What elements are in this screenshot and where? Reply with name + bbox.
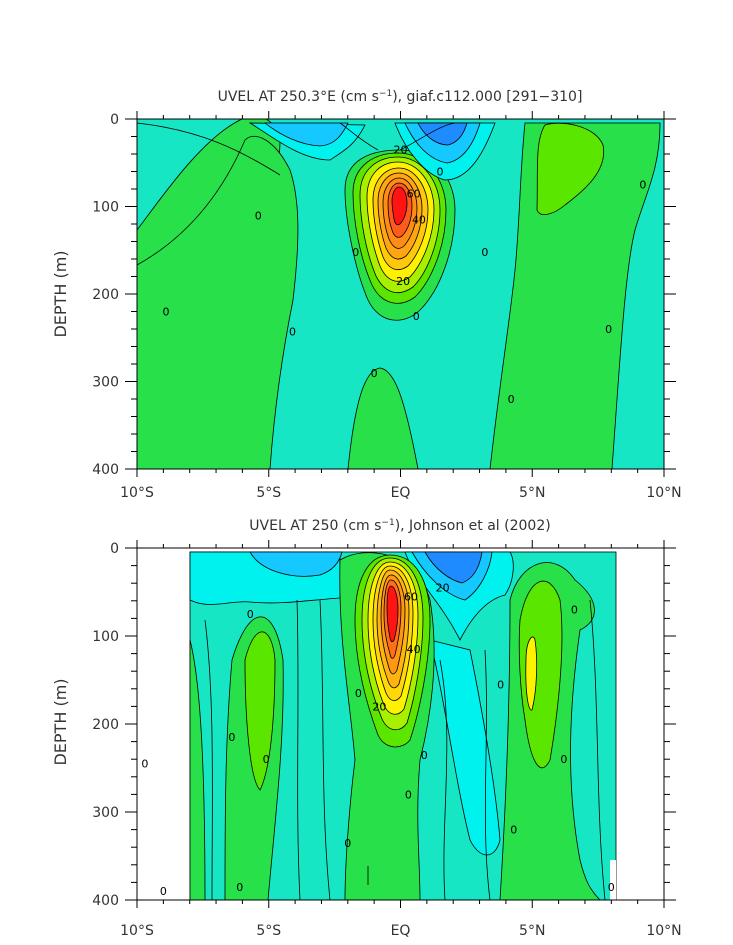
bottom-contour-line-4 [439, 659, 448, 900]
x-tick-label: 10°N [646, 923, 681, 939]
top-surface-west-sky [263, 122, 349, 147]
panel-bottom-ylabel: DEPTH (m) [51, 678, 70, 765]
contour-label: 20 [396, 275, 410, 288]
y-tick-label: 100 [92, 200, 119, 216]
contour-label: 0 [608, 881, 615, 894]
bottom-contour-line-2 [296, 599, 301, 900]
bottom-contour-line-1 [204, 619, 213, 900]
panel-bottom-contour-labels: 20 60 40 20 0 0 0 0 0 0 0 0 0 0 0 0 0 0 0 [141, 582, 614, 899]
bottom-surface-sky-west [249, 551, 343, 577]
contour-label: 0 [371, 367, 378, 380]
contour-label: 0 [352, 246, 359, 259]
contour-label: 0 [236, 881, 243, 894]
y-tick-label: 0 [110, 541, 119, 557]
bottom-jet-core [386, 585, 399, 643]
y-tick-label: 200 [92, 717, 119, 733]
contour-label: 0 [247, 608, 254, 621]
x-tick-label: 10°N [646, 485, 681, 501]
x-tick-label: 5°S [256, 923, 281, 939]
x-tick-label: 10°S [120, 923, 154, 939]
contour-label: 20 [394, 144, 408, 157]
contour-label: 0 [497, 678, 504, 691]
bottom-contour-line-5 [484, 649, 491, 900]
panel-top-contour-labels: 20 60 40 20 0 0 0 0 0 0 0 0 0 0 0 [162, 144, 646, 406]
contour-label: 20 [372, 700, 386, 713]
panel-top-title: UVEL AT 250.3°E (cm s−1), giaf.c112.000 … [218, 89, 583, 105]
contour-label: 0 [162, 306, 169, 319]
contour-label: 0 [141, 758, 148, 771]
top-jet-core [391, 186, 408, 226]
contour-label: 0 [289, 326, 296, 339]
top-region-west-green-lower [137, 135, 299, 469]
top-contour-line-3 [339, 122, 379, 151]
contour-label: 0 [413, 310, 420, 323]
bottom-west-green-1 [189, 639, 206, 900]
contour-label: 0 [508, 393, 515, 406]
bottom-east-yellow [525, 636, 538, 711]
contour-label: 0 [228, 731, 235, 744]
y-tick-label: 300 [92, 805, 119, 821]
top-region-east-lime [536, 122, 605, 215]
contour-label: 0 [437, 166, 444, 179]
x-tick-label: EQ [391, 485, 411, 501]
contour-label: 0 [421, 749, 428, 762]
top-surface-blue [417, 122, 468, 146]
contour-label: 0 [481, 246, 488, 259]
top-region-east-green [489, 122, 661, 469]
bottom-east-lime [518, 580, 563, 769]
x-tick-label: 5°S [256, 485, 281, 501]
contour-label: 60 [407, 187, 421, 200]
x-tick-label: 10°S [120, 485, 154, 501]
panel-bottom: UVEL AT 250 (cm s−1), Johnson et al (200… [51, 518, 682, 939]
y-tick-label: 100 [92, 629, 119, 645]
contour-label: 0 [605, 323, 612, 336]
contour-label: 40 [407, 643, 421, 656]
contour-label: 0 [263, 753, 270, 766]
panel-bottom-title: UVEL AT 250 (cm s−1), Johnson et al (200… [249, 518, 550, 534]
bottom-contour-line-6 [589, 599, 606, 900]
bottom-surface-blue [424, 551, 483, 584]
top-contour-line-2 [399, 122, 456, 151]
y-tick-label: 200 [92, 287, 119, 303]
contour-label: 0 [560, 753, 567, 766]
x-tick-label: 5°N [519, 923, 545, 939]
contour-label: 60 [404, 590, 418, 603]
contour-label: 0 [510, 824, 517, 837]
contour-label: 0 [571, 604, 578, 617]
panel-top-ylabel: DEPTH (m) [51, 250, 70, 337]
contour-label: 40 [412, 214, 426, 227]
contour-label: 20 [436, 582, 450, 595]
contour-label: 0 [405, 788, 412, 801]
panel-top-field [137, 119, 664, 469]
y-tick-label: 300 [92, 375, 119, 391]
top-region-central-green-bottom [347, 367, 419, 469]
panel-bottom-field [137, 548, 664, 900]
y-tick-label: 400 [92, 893, 119, 909]
bottom-west-lime [244, 631, 276, 791]
bottom-central-aqua [429, 639, 501, 856]
contour-label: 0 [639, 179, 646, 192]
x-tick-label: 5°N [519, 485, 545, 501]
contour-label: 0 [355, 687, 362, 700]
contour-label: 0 [160, 885, 167, 898]
panel-top: UVEL AT 250.3°E (cm s−1), giaf.c112.000 … [51, 89, 682, 501]
y-tick-label: 0 [110, 112, 119, 128]
x-tick-label: EQ [391, 923, 411, 939]
contour-label: 0 [344, 837, 351, 850]
top-contour-line-1 [137, 122, 281, 176]
y-tick-label: 400 [92, 462, 119, 478]
bottom-contour-line-3 [319, 599, 331, 900]
bottom-data-notch [610, 860, 616, 900]
contour-label: 0 [255, 209, 262, 222]
